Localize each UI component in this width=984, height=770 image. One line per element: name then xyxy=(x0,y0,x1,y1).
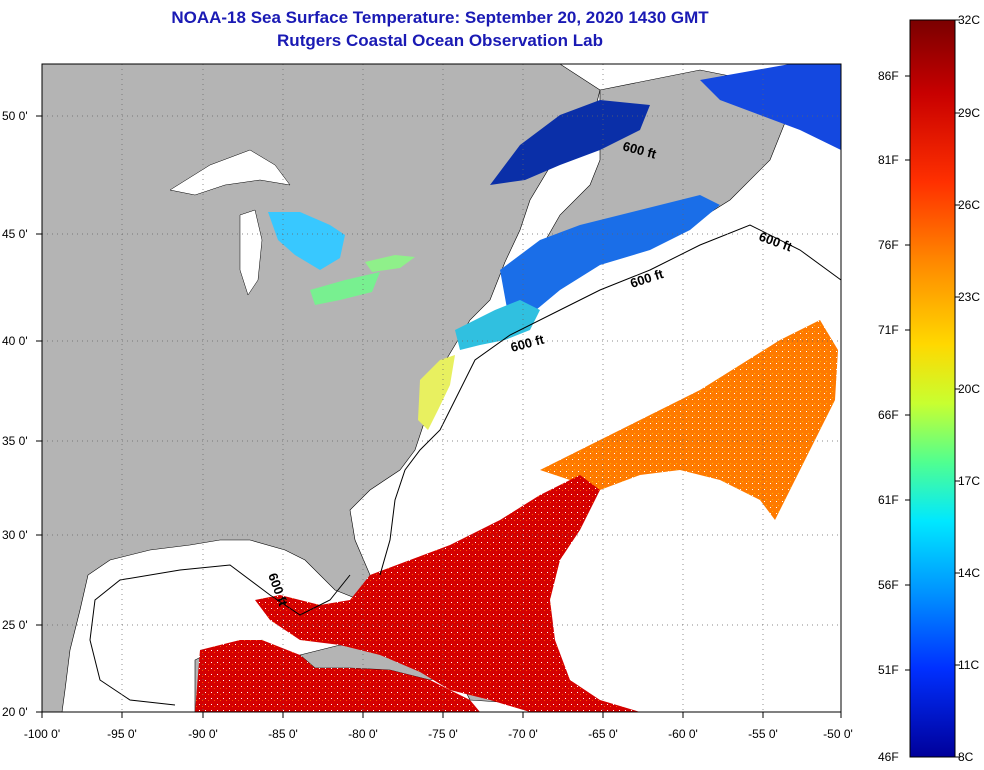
colorbar-f-label: 56F xyxy=(878,578,899,592)
colorbar-f-label: 51F xyxy=(878,663,899,677)
colorbar xyxy=(909,19,956,758)
colorbar-ticks xyxy=(905,19,960,758)
lat-label: 50 0' xyxy=(2,109,28,123)
sst-caribbean-red xyxy=(195,640,480,712)
lon-label: -80 0' xyxy=(348,727,378,741)
lon-label: -55 0' xyxy=(748,727,778,741)
lon-label: -50 0' xyxy=(823,727,853,741)
colorbar-c-label: 11C xyxy=(958,658,979,672)
sst-sargasso-red xyxy=(255,475,640,712)
colorbar-f-label: 81F xyxy=(878,153,899,167)
colorbar-c-label: 17C xyxy=(958,474,980,488)
lon-label: -95 0' xyxy=(107,727,137,741)
isobath-600ft-gulf xyxy=(89,564,351,706)
colorbar-c-label: 20C xyxy=(958,382,980,396)
sst-great-lakes-cool xyxy=(268,212,345,270)
lat-label: 30 0' xyxy=(2,528,28,542)
land-north-america xyxy=(41,63,601,713)
colorbar-c-label: 32C xyxy=(958,13,980,27)
lon-label: -85 0' xyxy=(268,727,298,741)
colorbar-f-label: 86F xyxy=(878,69,899,83)
colorbar-c-label: 23C xyxy=(958,290,980,304)
sst-shelf-teal xyxy=(455,300,540,350)
sst-lake-ontario xyxy=(365,255,415,272)
sst-gulf-maine xyxy=(500,195,720,325)
lat-label: 45 0' xyxy=(2,227,28,241)
lake-michigan xyxy=(239,209,263,296)
colorbar-f-label: 66F xyxy=(878,408,899,422)
map-title: NOAA-18 Sea Surface Temperature: Septemb… xyxy=(171,8,709,27)
lon-label: -90 0' xyxy=(188,727,218,741)
sst-lake-erie xyxy=(310,272,380,305)
lon-label: -100 0' xyxy=(24,727,60,741)
lat-label: 40 0' xyxy=(2,334,28,348)
colorbar-f-label: 61F xyxy=(878,493,899,507)
colorbar-c-label: 26C xyxy=(958,198,980,212)
colorbar-f-label: 71F xyxy=(878,323,899,337)
isobath-600ft-east xyxy=(379,224,842,576)
sst-midatlantic-yellow xyxy=(418,355,455,430)
lon-label: -70 0' xyxy=(508,727,538,741)
sst-gulf-stream-orange xyxy=(540,320,838,520)
lake-superior xyxy=(169,149,291,196)
colorbar-f-label: 76F xyxy=(878,238,899,252)
axis-ticks xyxy=(36,115,842,718)
lat-label: 20 0' xyxy=(2,705,28,719)
lon-label: -65 0' xyxy=(588,727,618,741)
colorbar-c-label: 8C xyxy=(958,750,974,764)
lat-label: 35 0' xyxy=(2,434,28,448)
sst-gulf-st-lawrence xyxy=(490,100,650,185)
map-subtitle: Rutgers Coastal Ocean Observation Lab xyxy=(277,31,603,50)
colorbar-c-label: 14C xyxy=(958,566,980,580)
colorbar-c-label: 29C xyxy=(958,106,980,120)
lon-label: -60 0' xyxy=(668,727,698,741)
colorbar-f-label: 46F xyxy=(878,750,899,764)
lon-label: -75 0' xyxy=(428,727,458,741)
sst-labrador-north xyxy=(700,64,841,150)
graticule xyxy=(42,64,841,712)
lat-label: 25 0' xyxy=(2,618,28,632)
map-frame xyxy=(41,63,842,713)
